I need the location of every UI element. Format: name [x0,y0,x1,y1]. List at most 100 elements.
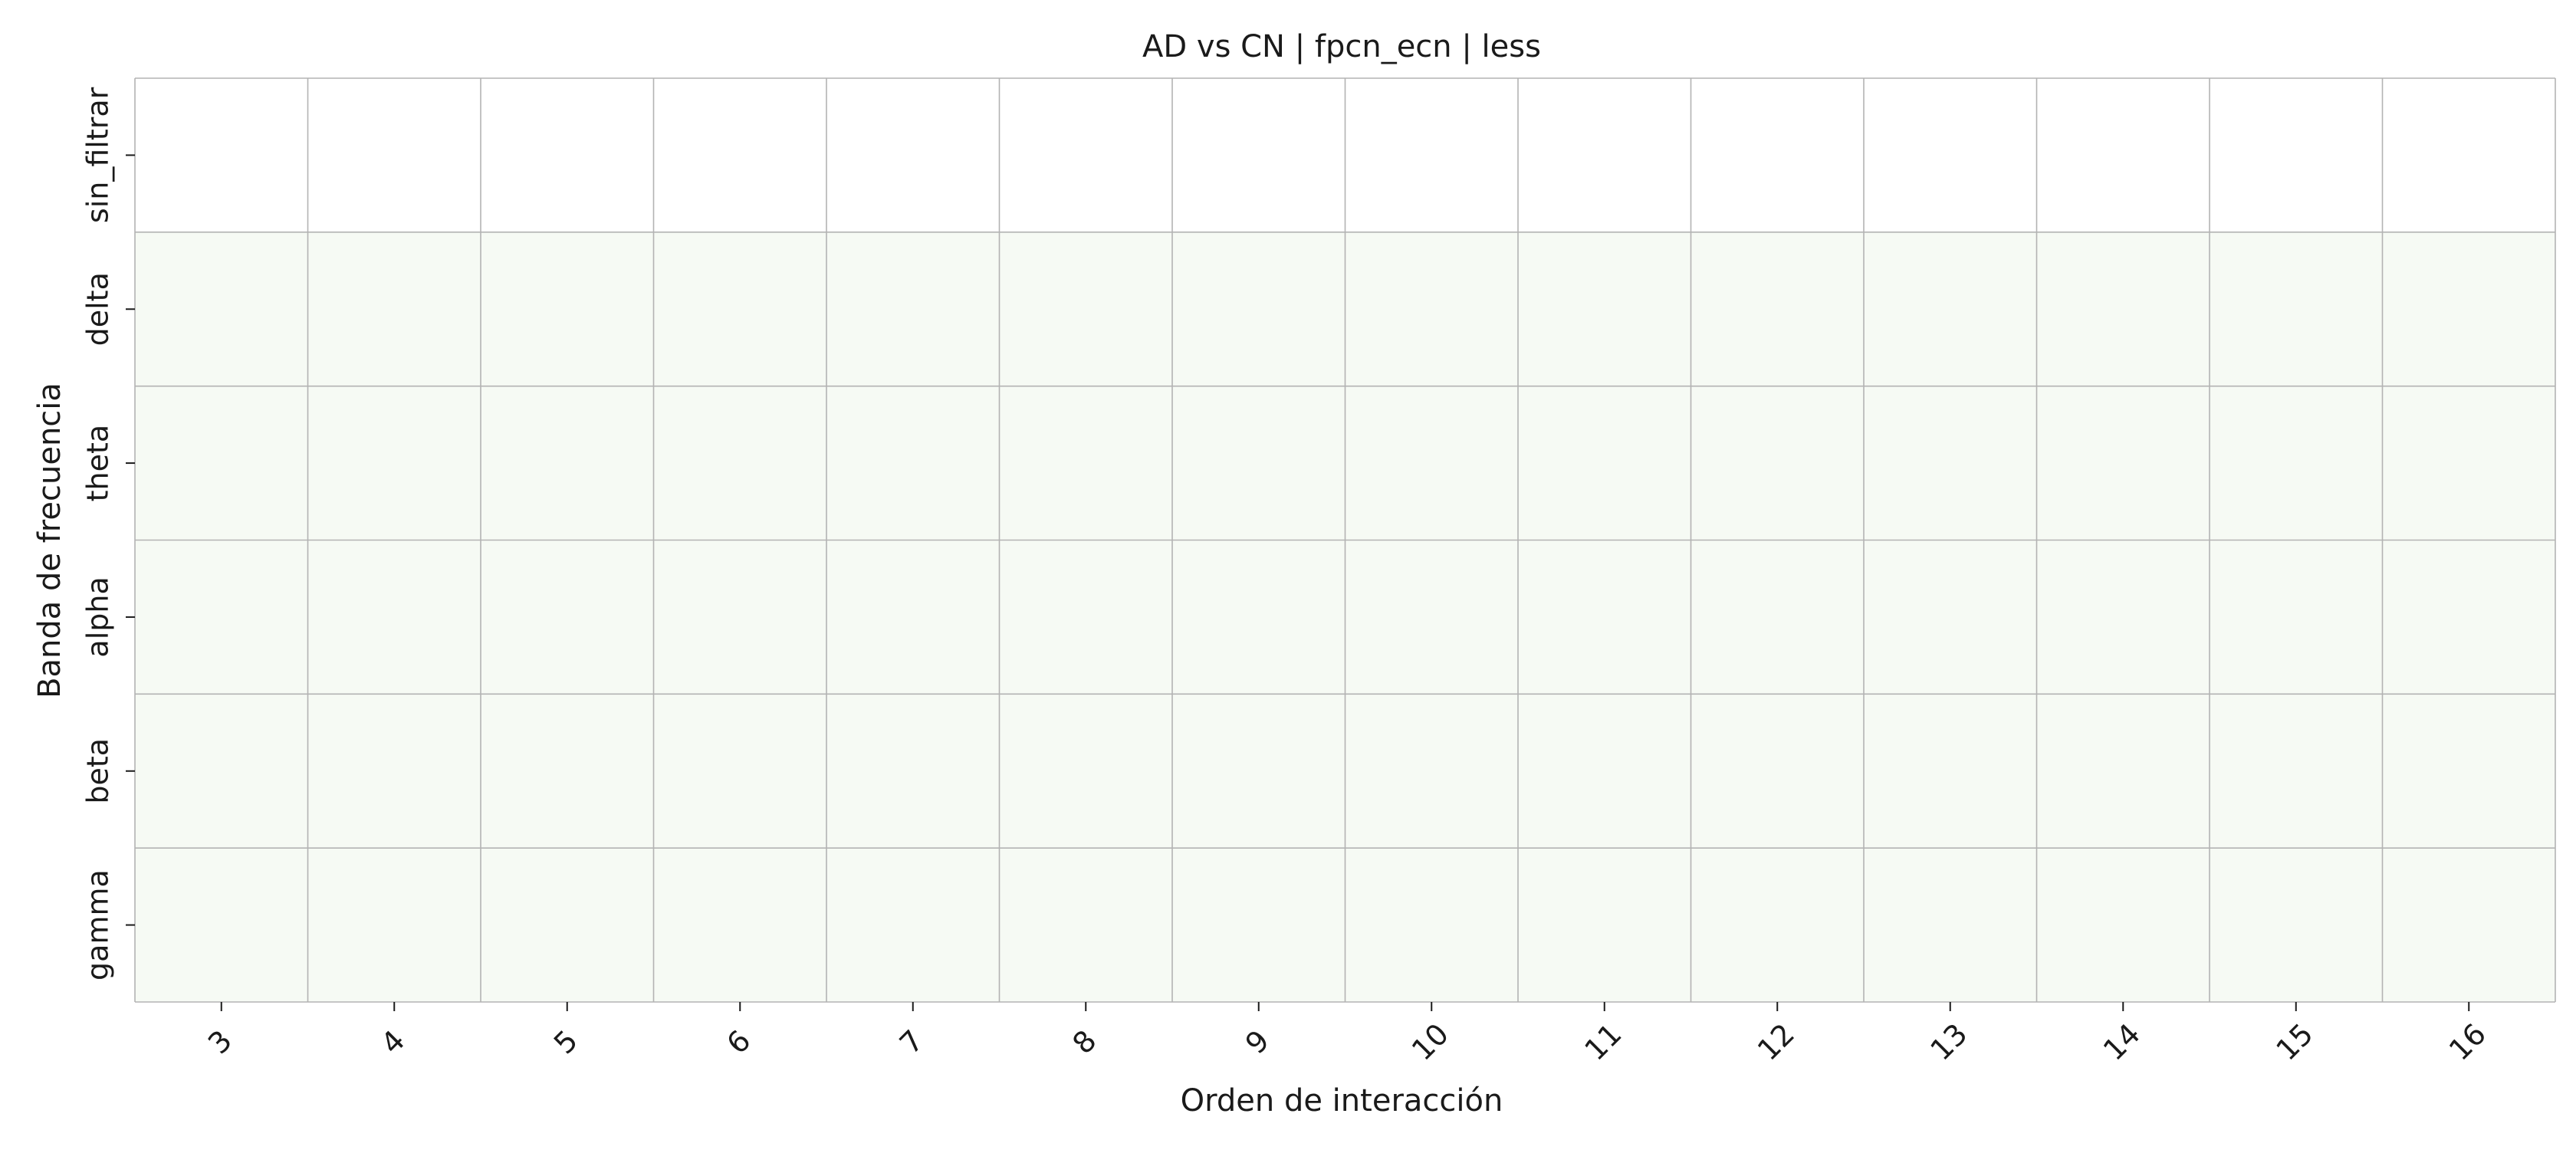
heatmap-cell-delta-11 [1518,232,1691,386]
heatmap-cell-theta-4 [307,386,481,540]
heatmap-cell-sin_filtrar-16 [2382,78,2555,232]
heatmap-cell-delta-14 [2036,232,2210,386]
heatmap-cell-beta-9 [1172,694,1346,849]
heatmap-cells [135,78,2555,1002]
heatmap-cell-delta-3 [135,232,308,386]
x-axis-ticks: 3 4 5 6 7 8 9 10 11 12 13 14 15 16 [202,1002,2492,1067]
heatmap-cell-sin_filtrar-4 [307,78,481,232]
heatmap-cell-beta-16 [2382,694,2555,849]
heatmap-cell-delta-7 [826,232,1000,386]
heatmap-cell-theta-13 [1864,386,2037,540]
heatmap-cell-gamma-13 [1864,848,2037,1002]
heatmap-cell-sin_filtrar-8 [999,78,1172,232]
heatmap-cell-alpha-5 [481,540,654,695]
heatmap-cell-beta-12 [1691,694,1864,849]
heatmap-cell-sin_filtrar-9 [1172,78,1346,232]
heatmap-cell-alpha-16 [2382,540,2555,695]
heatmap-cell-sin_filtrar-14 [2036,78,2210,232]
heatmap-cell-sin_filtrar-7 [826,78,1000,232]
chart-title: AD vs CN | fpcn_ecn | less [1142,29,1541,64]
x-tick-label: 4 [374,1023,411,1060]
heatmap-cell-sin_filtrar-6 [653,78,826,232]
x-tick-label: 11 [1578,1017,1628,1067]
heatmap-cell-sin_filtrar-5 [481,78,654,232]
x-tick-label: 12 [1751,1017,1801,1067]
heatmap-cell-alpha-11 [1518,540,1691,695]
y-tick-label: theta [81,425,115,502]
y-tick-label: delta [81,272,115,346]
heatmap-cell-gamma-8 [999,848,1172,1002]
x-tick-label: 7 [893,1023,930,1060]
heatmap-cell-beta-13 [1864,694,2037,849]
heatmap-cell-beta-3 [135,694,308,849]
heatmap-cell-delta-8 [999,232,1172,386]
heatmap-cell-delta-12 [1691,232,1864,386]
heatmap-cell-sin_filtrar-11 [1518,78,1691,232]
heatmap-cell-sin_filtrar-13 [1864,78,2037,232]
heatmap-cell-delta-9 [1172,232,1346,386]
heatmap-cell-delta-15 [2210,232,2383,386]
heatmap-cell-alpha-4 [307,540,481,695]
x-tick-label: 13 [1924,1017,1973,1067]
x-tick-label: 6 [720,1023,757,1060]
heatmap-cell-theta-11 [1518,386,1691,540]
heatmap-cell-alpha-12 [1691,540,1864,695]
heatmap-cell-gamma-5 [481,848,654,1002]
heatmap-cell-sin_filtrar-3 [135,78,308,232]
heatmap-cell-alpha-13 [1864,540,2037,695]
heatmap-cell-theta-5 [481,386,654,540]
heatmap-cell-beta-6 [653,694,826,849]
heatmap-cell-theta-14 [2036,386,2210,540]
y-tick-label: alpha [81,576,115,657]
x-tick-label: 15 [2269,1017,2319,1067]
heatmap-cell-alpha-9 [1172,540,1346,695]
heatmap-cell-sin_filtrar-10 [1345,78,1518,232]
heatmap-cell-beta-11 [1518,694,1691,849]
y-tick-label: beta [81,738,115,804]
heatmap-cell-alpha-15 [2210,540,2383,695]
heatmap-cell-gamma-10 [1345,848,1518,1002]
heatmap-cell-gamma-6 [653,848,826,1002]
x-tick-label: 10 [1405,1017,1455,1067]
x-tick-label: 8 [1066,1023,1102,1060]
x-tick-label: 9 [1239,1023,1276,1060]
y-tick-label: sin_filtrar [81,87,115,223]
heatmap-cell-delta-5 [481,232,654,386]
y-axis-label: Banda de frecuencia [32,383,67,698]
heatmap-cell-delta-16 [2382,232,2555,386]
heatmap-cell-beta-4 [307,694,481,849]
heatmap-cell-theta-12 [1691,386,1864,540]
x-tick-label: 5 [547,1023,584,1060]
heatmap-cell-gamma-12 [1691,848,1864,1002]
heatmap-cell-beta-8 [999,694,1172,849]
heatmap-cell-theta-6 [653,386,826,540]
heatmap-cell-alpha-3 [135,540,308,695]
heatmap-cell-delta-13 [1864,232,2037,386]
heatmap-cell-beta-5 [481,694,654,849]
y-tick-label: gamma [81,869,115,981]
heatmap-cell-sin_filtrar-12 [1691,78,1864,232]
heatmap-cell-alpha-7 [826,540,1000,695]
heatmap-cell-beta-7 [826,694,1000,849]
heatmap-cell-alpha-14 [2036,540,2210,695]
heatmap-cell-gamma-16 [2382,848,2555,1002]
heatmap-cell-theta-10 [1345,386,1518,540]
heatmap-cell-gamma-14 [2036,848,2210,1002]
heatmap-cell-sin_filtrar-15 [2210,78,2383,232]
heatmap-cell-gamma-7 [826,848,1000,1002]
heatmap-cell-gamma-15 [2210,848,2383,1002]
x-tick-label: 16 [2443,1017,2492,1067]
heatmap-cell-theta-9 [1172,386,1346,540]
heatmap-cell-alpha-10 [1345,540,1518,695]
x-tick-label: 14 [2097,1017,2147,1067]
heatmap-cell-beta-15 [2210,694,2383,849]
heatmap-cell-alpha-8 [999,540,1172,695]
heatmap-grid [134,77,2556,1003]
heatmap-cell-beta-14 [2036,694,2210,849]
heatmap-cell-theta-3 [135,386,308,540]
heatmap-cell-theta-16 [2382,386,2555,540]
heatmap-cell-beta-10 [1345,694,1518,849]
heatmap-cell-delta-4 [307,232,481,386]
